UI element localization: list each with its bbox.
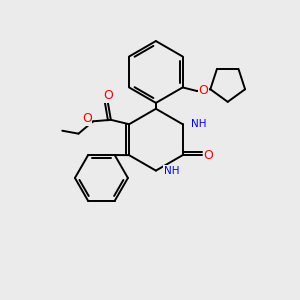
Text: O: O [198,85,208,98]
Text: NH: NH [164,166,179,176]
Text: O: O [103,89,113,102]
Text: O: O [203,149,213,162]
Text: O: O [82,112,92,125]
Text: NH: NH [190,119,206,129]
